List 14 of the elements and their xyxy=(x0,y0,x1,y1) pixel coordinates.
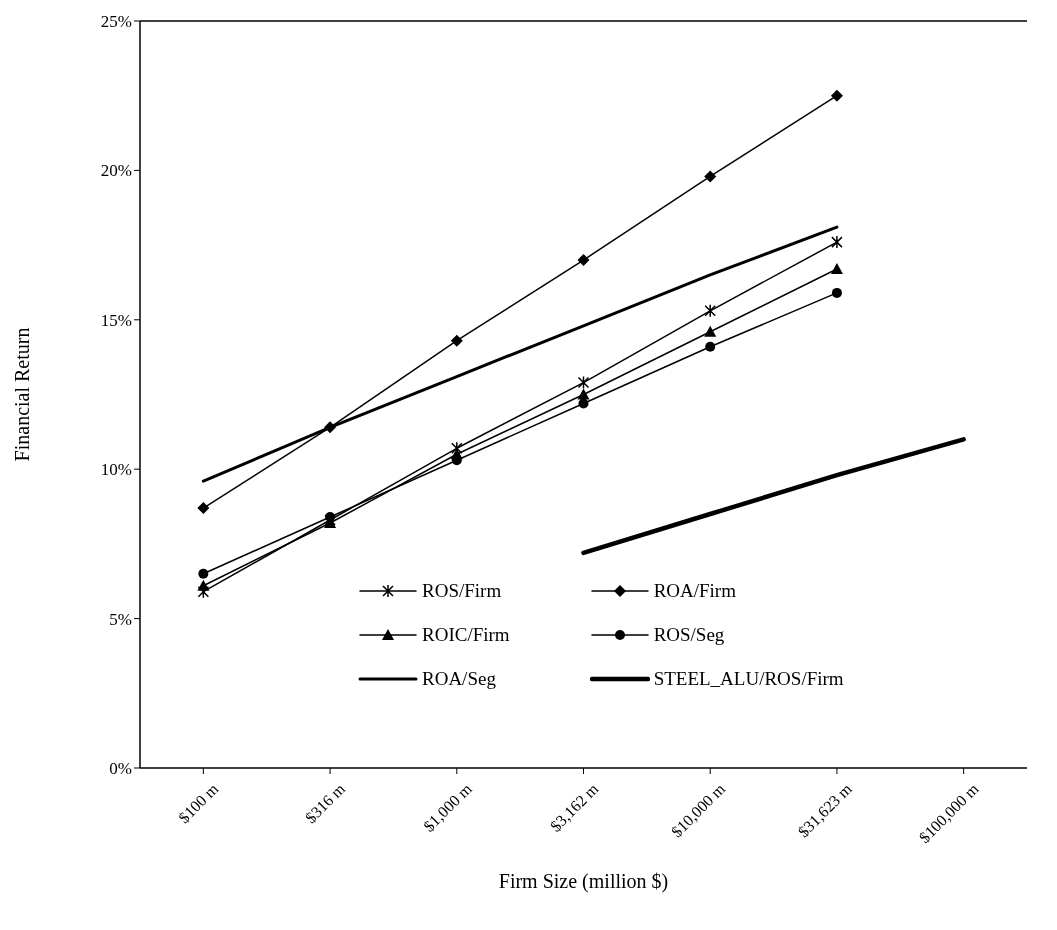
legend-label: STEEL_ALU/ROS/Firm xyxy=(653,668,844,690)
y-tick-label: 15% xyxy=(100,310,132,330)
x-axis-title: Firm Size (million $) xyxy=(498,870,669,893)
legend-label: ROS/Seg xyxy=(653,624,725,646)
legend-label: ROA/Firm xyxy=(653,580,736,602)
legend-label: ROA/Seg xyxy=(422,668,496,690)
y-tick-label: 5% xyxy=(109,609,132,629)
legend-label: ROIC/Firm xyxy=(422,624,510,646)
y-tick-label: 25% xyxy=(100,12,132,32)
y-tick-label: 0% xyxy=(109,759,132,779)
y-tick-label: 20% xyxy=(100,161,132,181)
y-tick-label: 10% xyxy=(100,460,132,480)
y-axis-title: Financial Return xyxy=(11,327,34,462)
legend-label: ROS/Firm xyxy=(422,580,502,602)
